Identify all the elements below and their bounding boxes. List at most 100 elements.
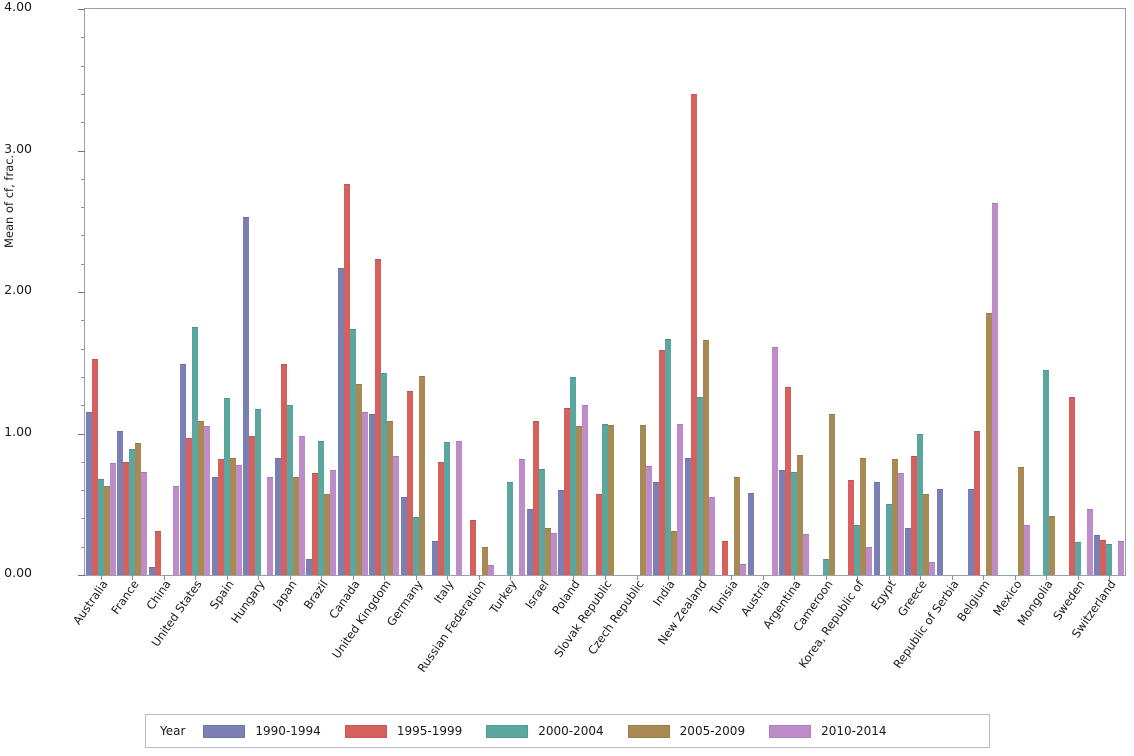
x-axis-tick (195, 575, 197, 580)
bar (905, 528, 912, 575)
bar (911, 456, 918, 575)
legend-item[interactable]: 2005-2009 (627, 724, 745, 738)
x-axis-tick (668, 575, 670, 580)
bar (117, 430, 124, 575)
x-axis-tick (825, 575, 827, 580)
x-axis-tick (573, 575, 575, 580)
bar-group (306, 9, 337, 575)
legend-item-label: 2010-2014 (821, 724, 887, 738)
bar (123, 461, 130, 575)
bar (659, 350, 666, 575)
bar-group (1094, 9, 1125, 575)
bar (211, 477, 218, 575)
bar-group (1000, 9, 1030, 575)
legend-item[interactable]: 2000-2004 (486, 724, 604, 738)
bar (148, 566, 155, 575)
bar (393, 456, 400, 575)
x-axis-tick (1109, 575, 1111, 580)
bar (645, 466, 652, 575)
bar (154, 531, 161, 575)
y-axis-tick-minor (81, 65, 85, 67)
bar (180, 364, 187, 575)
y-axis-tick-minor (81, 93, 85, 95)
x-axis-tick (699, 575, 701, 580)
bar-group (842, 9, 873, 575)
bar-group (148, 9, 179, 575)
y-axis-tick-minor (81, 37, 85, 39)
bar (1106, 543, 1113, 575)
legend-entries: 1990-1994 1995-1999 2000-2004 2005-2009 2010… (203, 724, 910, 738)
bar (696, 396, 703, 575)
bar (690, 93, 697, 575)
x-axis-tick (384, 575, 386, 580)
bar (418, 375, 425, 575)
bar (103, 485, 110, 575)
bar (91, 358, 98, 575)
y-axis-tick-major (78, 575, 85, 576)
bar (582, 405, 589, 575)
bar-group (432, 9, 463, 575)
bar (1074, 542, 1081, 575)
y-axis-tick-minor (81, 461, 85, 463)
bar (306, 559, 313, 575)
bar (1049, 515, 1056, 575)
y-axis-tick-minor (81, 405, 85, 407)
bar-group (117, 9, 148, 575)
legend-item[interactable]: 1990-1994 (203, 724, 321, 738)
bar-group (1031, 9, 1061, 575)
x-axis-tick (983, 575, 985, 580)
bar (349, 328, 356, 575)
y-axis-tick-minor (81, 348, 85, 350)
bar-group (779, 9, 810, 575)
bar-group (211, 9, 242, 575)
bar (406, 391, 413, 575)
bar (217, 458, 224, 575)
x-axis-category-labels: Australia France China United States Spain Hu… (70, 577, 1126, 698)
bar (361, 412, 368, 575)
bar (538, 468, 545, 575)
legend-item[interactable]: 1995-1999 (344, 724, 463, 738)
y-axis-tick-minor (81, 178, 85, 180)
bar (387, 420, 394, 575)
bar (292, 477, 299, 575)
x-axis-tick (794, 575, 796, 580)
x-axis-tick (888, 575, 890, 580)
x-axis-tick (1014, 575, 1016, 580)
bar (684, 457, 691, 575)
x-axis-tick (321, 575, 323, 580)
bar-group (526, 9, 557, 575)
y-axis-tick-minor (81, 320, 85, 322)
bar (891, 458, 898, 575)
bar (873, 481, 880, 575)
bar (243, 217, 250, 575)
x-axis-tick (762, 575, 764, 580)
bar (255, 409, 262, 575)
y-axis-tick-minor (81, 235, 85, 237)
bar (456, 440, 463, 575)
bar (1094, 535, 1101, 575)
bar (936, 488, 943, 575)
bar (85, 412, 92, 575)
plot-area: 0.00 1.00 2.00 3.00 4.00 (4, 0, 1126, 580)
y-axis-tick-label: 3.00 (4, 140, 32, 156)
bar (639, 425, 646, 575)
bar (917, 433, 924, 575)
legend-item-label: 1995-1999 (396, 724, 463, 738)
bar-group (873, 9, 904, 575)
chart-legend: Year 1990-1994 1995-1999 2000-2004 2005-200… (145, 714, 990, 748)
y-axis-tick-major (78, 292, 85, 293)
bar (550, 532, 557, 575)
bar-group (243, 9, 274, 575)
bar (929, 562, 936, 575)
y-axis-tick-major (78, 150, 85, 152)
bar (602, 423, 608, 575)
bar (974, 430, 981, 575)
bar-group (558, 9, 589, 575)
legend-item-label: 2000-2004 (538, 724, 604, 738)
bar (665, 338, 672, 575)
bar (986, 313, 993, 575)
bar-group (622, 9, 652, 575)
legend-item[interactable]: 2010-2014 (769, 724, 887, 738)
bar (653, 481, 660, 575)
bar (192, 327, 199, 575)
